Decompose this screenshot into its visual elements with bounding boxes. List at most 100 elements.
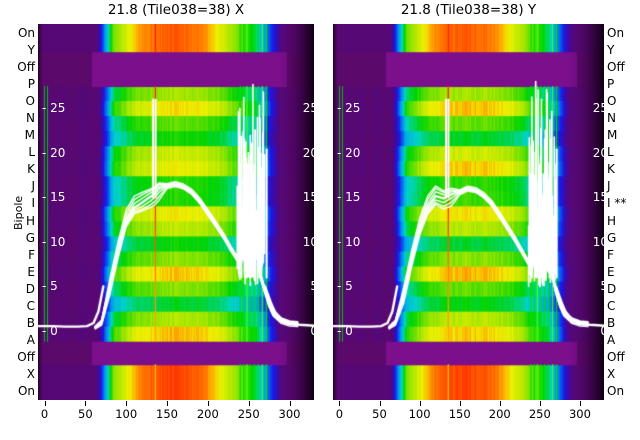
inner-y-tick-label-right: 0 <box>310 325 314 337</box>
category-label-off: Off <box>17 350 35 365</box>
category-label-b: B <box>607 316 616 331</box>
inner-y-tick-label-right: 0 <box>600 325 604 337</box>
x-tick-label: 250 <box>237 407 260 421</box>
category-label-y: Y <box>27 42 35 57</box>
category-label-k: K <box>27 162 35 177</box>
panel-y-title: 21.8 (Tile038=38) Y <box>400 2 537 18</box>
x-tick-label: 50 <box>78 407 93 421</box>
category-label-l: L <box>607 145 614 160</box>
category-label-e: E <box>607 264 615 279</box>
category-label-b: B <box>26 316 35 331</box>
x-tick-mark <box>579 401 581 406</box>
category-label-a: A <box>26 333 35 348</box>
category-label-j: J <box>607 179 611 194</box>
x-tick-mark <box>207 401 209 406</box>
x-tick-mark <box>248 401 250 406</box>
y-axis-label: Bipole <box>12 195 25 230</box>
category-label-g: G <box>25 230 35 245</box>
inner-y-tick-label-right: 20 <box>302 145 314 160</box>
category-label-i: I ** <box>607 196 627 211</box>
category-label-x: X <box>607 367 616 382</box>
heatmap-panel-y[interactable]: - 25 25 - 20 20 - 15 15 - 10 10 - 5 5 - 0 0 <box>333 24 604 400</box>
category-label-n: N <box>607 111 616 125</box>
inner-y-tick-label-left: - 25 <box>42 101 66 116</box>
x-tick-mark <box>459 401 461 406</box>
x-tick-label: 0 <box>335 407 344 421</box>
category-label-i: I <box>31 196 35 211</box>
inner-y-tick-label-left: - 0 <box>42 324 58 339</box>
x-tick-label: 150 <box>156 407 178 421</box>
inner-y-tick-label-right: 5 <box>310 280 314 292</box>
left-category-axis: On Y Off P O N M L K J I H G F E D C B A Off X On <box>0 24 38 400</box>
category-label-p: P <box>607 76 615 91</box>
category-label-c: C <box>26 299 35 313</box>
category-label-j: J <box>31 179 35 194</box>
inner-y-tick-label-right: 15 <box>302 190 314 205</box>
x-tick-label: 300 <box>278 407 301 421</box>
inner-y-tick-label-right: 10 <box>592 234 604 249</box>
x-tick-mark <box>419 401 421 406</box>
category-label-on: On <box>17 384 35 399</box>
inner-y-tick-label-left: - 15 <box>337 190 361 205</box>
inner-y-tick-label-right: 15 <box>592 190 604 205</box>
category-label-h: H <box>607 213 617 228</box>
inner-y-tick-label-left: - 20 <box>42 145 66 160</box>
category-label-off: Off <box>607 59 625 74</box>
inner-y-tick-label-left: - 10 <box>337 234 361 249</box>
category-label-k: K <box>607 162 615 177</box>
category-label-off: Off <box>607 350 625 365</box>
category-label-on: On <box>607 25 625 40</box>
x-tick-mark <box>167 401 169 406</box>
inner-y-tick-label-left: - 0 <box>337 324 353 339</box>
category-label-m: M <box>24 128 35 143</box>
x-tick-mark <box>126 401 128 406</box>
heatmap-image <box>38 24 314 400</box>
x-tick-label: 250 <box>528 407 551 421</box>
inner-y-tick-label-left: - 5 <box>42 279 58 294</box>
category-label-h: H <box>25 213 35 228</box>
x-tick-mark <box>499 401 501 406</box>
category-label-e: E <box>27 264 35 279</box>
x-tick-label: 100 <box>408 407 431 421</box>
inner-y-tick-label-left: - 25 <box>337 101 361 116</box>
x-tick-label: 150 <box>448 407 471 421</box>
category-label-m: M <box>607 128 618 143</box>
inner-y-tick-label-left: - 10 <box>42 234 66 249</box>
x-tick-mark <box>44 401 46 406</box>
x-tick-label: 50 <box>372 407 387 421</box>
category-label-o: O <box>25 93 35 108</box>
x-tick-mark <box>539 401 541 406</box>
x-axis-panel-x: 0 50 100 150 200 250 300 <box>38 401 314 437</box>
x-tick-label: 0 <box>40 407 49 421</box>
inner-y-tick-label-right: 25 <box>302 101 314 116</box>
x-tick-label: 200 <box>488 407 511 421</box>
category-label-a: A <box>607 333 616 348</box>
x-tick-label: 200 <box>196 407 219 421</box>
x-tick-mark <box>85 401 87 406</box>
inner-y-tick-label-right: 25 <box>592 101 604 116</box>
inner-y-tick-label-right: 5 <box>600 280 604 292</box>
category-label-g: G <box>607 230 617 245</box>
category-label-f: F <box>607 247 614 262</box>
heatmap-panel-x[interactable]: - 25 25 - 20 20 - 15 15 - 10 10 - 5 5 - 0 0 <box>38 24 314 400</box>
x-tick-mark <box>339 401 341 406</box>
category-label-c: C <box>607 299 616 313</box>
x-axis-panel-y: 0 50 100 150 200 250 300 <box>333 401 604 437</box>
heatmap-image <box>333 24 604 400</box>
x-tick-mark <box>289 401 291 406</box>
x-tick-label: 100 <box>115 407 138 421</box>
category-label-d: D <box>607 281 617 296</box>
category-label-f: F <box>28 247 35 262</box>
panel-x-title: 21.8 (Tile038=38) X <box>107 2 245 18</box>
category-label-o: O <box>607 93 617 108</box>
x-tick-label: 300 <box>568 407 591 421</box>
category-label-l: L <box>28 145 35 160</box>
category-label-on: On <box>607 384 625 399</box>
right-category-axis: On Y Off P O N M L K J I ** H G F E D C B A Off X On <box>604 24 640 400</box>
category-label-off: Off <box>17 59 35 74</box>
category-label-p: P <box>27 76 35 91</box>
inner-y-tick-label-left: - 5 <box>337 279 353 294</box>
category-label-n: N <box>26 111 35 125</box>
category-label-y: Y <box>607 42 615 57</box>
x-tick-mark <box>379 401 381 406</box>
